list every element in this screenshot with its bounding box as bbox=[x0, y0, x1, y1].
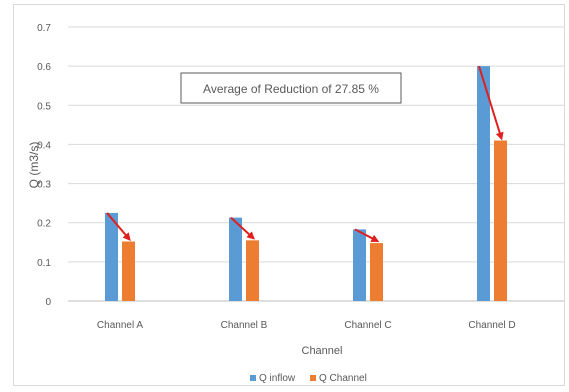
bar-q-channel-channel-c bbox=[370, 243, 383, 301]
reduction-arrow-channel-a bbox=[106, 212, 131, 242]
y-tick-label: 0 bbox=[45, 297, 51, 308]
y-tick-label: 0.5 bbox=[37, 101, 51, 112]
reduction-arrow-channel-d bbox=[478, 65, 504, 141]
x-tick-label: Channel C bbox=[344, 320, 391, 331]
bar-chart: 0 0.1 0.2 0.3 0.4 0.5 0.6 0.7 Channel A Channel … bbox=[27, 23, 564, 384]
bar-q-inflow-channel-b bbox=[229, 217, 242, 301]
x-tick-label: Channel D bbox=[468, 320, 515, 331]
y-tick-label: 0.2 bbox=[37, 219, 51, 230]
legend-label-q-channel: Q Channel bbox=[319, 373, 367, 384]
annotation-text: Average of Reduction of 27.85 % bbox=[203, 82, 379, 96]
y-tick-label: 0.4 bbox=[37, 140, 51, 151]
bar-q-inflow-channel-c bbox=[353, 229, 366, 301]
legend-label-q-inflow: Q inflow bbox=[259, 373, 296, 384]
x-tick-label: Channel A bbox=[97, 320, 143, 331]
y-tick-label: 0.3 bbox=[37, 180, 51, 191]
bar-q-inflow-channel-a bbox=[105, 212, 118, 301]
legend-swatch-q-inflow bbox=[250, 375, 256, 381]
y-tick-label: 0.6 bbox=[37, 62, 51, 73]
legend: Q inflow Q Channel bbox=[250, 373, 367, 384]
legend-swatch-q-channel bbox=[310, 375, 316, 381]
y-axis-label: Q (m3/s) bbox=[27, 142, 41, 189]
bar-q-inflow-channel-d bbox=[477, 66, 490, 301]
annotation-box: Average of Reduction of 27.85 % bbox=[180, 72, 402, 104]
reduction-arrow-channel-c bbox=[354, 228, 380, 242]
chart-frame: 0 0.1 0.2 0.3 0.4 0.5 0.6 0.7 Channel A Channel … bbox=[13, 4, 565, 386]
bar-q-channel-channel-a bbox=[122, 241, 135, 301]
bar-q-channel-channel-d bbox=[494, 140, 507, 301]
bar-q-channel-channel-b bbox=[246, 240, 259, 301]
x-axis-label: Channel bbox=[302, 345, 343, 357]
x-tick-label: Channel B bbox=[221, 320, 268, 331]
y-tick-label: 0.7 bbox=[37, 23, 51, 34]
reduction-arrow-channel-b bbox=[230, 216, 255, 240]
y-tick-label: 0.1 bbox=[37, 258, 51, 269]
